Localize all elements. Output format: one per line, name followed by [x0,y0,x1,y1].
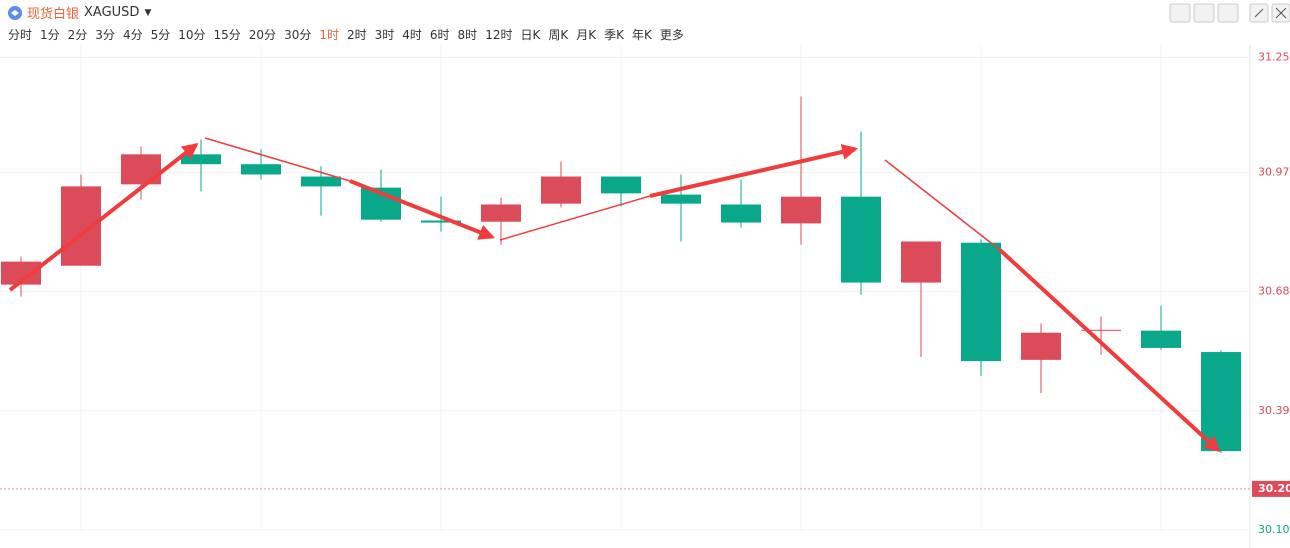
arrow [349,179,495,240]
period-option[interactable]: 更多 [659,28,684,42]
period-option[interactable]: 3分 [95,28,115,42]
candle-body [1,261,41,285]
dropdown-caret: ▼ [144,7,152,18]
candle-body [241,164,281,175]
arrow-line [499,195,651,241]
y-tick-label: 30.68 [1258,285,1290,298]
arrow [649,144,859,198]
period-option[interactable]: 4分 [122,28,143,42]
candle-body [841,196,881,283]
period-option[interactable]: 月K [576,28,597,42]
period-option[interactable]: 2分 [67,28,88,42]
tool-button[interactable] [1169,3,1191,23]
candle-body [181,154,221,165]
period-bar: 分时 1分 2分 3分 4分 5分 10分 15分 20分 30分 1时 2时 3时 4时 6时 8时 12时日… [8,26,684,43]
period-option[interactable]: 季K [604,28,624,42]
y-tick-label: 31.25 [1258,50,1290,63]
last-price-label: 30.20 [1258,482,1290,495]
symbol-name: 现货白银 [27,7,80,22]
candle-body [1021,332,1061,360]
tool-button[interactable] [1217,3,1239,23]
candle-body [721,204,761,223]
candle-body [1081,329,1121,331]
annotations [8,137,1221,453]
candle-body [961,242,1001,362]
candle-body [601,176,641,194]
plot: 31.25 30.97 30.68 30.39 30.10 30.20 [0,45,1290,536]
period-option[interactable]: 20分 [248,28,277,42]
y-tick-label: 30.39 [1258,404,1290,417]
period-option[interactable]: 12时 [485,28,513,42]
candle-body [661,194,701,204]
candle-body [781,196,821,224]
period-option[interactable]: 周K [548,28,569,42]
candle-body [421,220,461,223]
candle-body [481,204,521,222]
candle-body [121,154,161,185]
period-option[interactable]: 1时 [319,28,339,42]
tool-icons [1169,3,1290,23]
candle-body [901,241,941,283]
candle-body [1201,352,1241,452]
period-option[interactable]: 日K [520,28,541,42]
period-option[interactable]: 分时 [8,28,33,42]
expand-icon [1254,8,1264,18]
candle-body [301,176,341,187]
symbol-header: 现货白银 XAGUSD ▼ [8,3,151,22]
period-option[interactable]: 6时 [429,28,450,42]
tool-button[interactable] [1193,3,1215,23]
arrow [998,248,1221,453]
arrow-line [204,137,351,182]
close-icon [1275,7,1287,19]
period-option[interactable]: 1分 [40,28,60,42]
candle-body [541,176,581,204]
y-tick-label: 30.97 [1258,165,1290,178]
period-option[interactable]: 5分 [150,28,171,42]
candle-body [1141,330,1181,348]
period-option[interactable]: 10分 [178,28,206,42]
last-price-box [1252,480,1290,497]
period-option[interactable]: 8时 [457,28,478,42]
period-option[interactable]: 4时 [402,28,422,42]
symbol-icon [8,5,22,20]
y-tick-label: 30.10 [1258,523,1290,536]
period-option[interactable]: 15分 [213,28,241,42]
period-option[interactable]: 3时 [374,28,395,42]
period-option[interactable]: 30分 [284,28,312,42]
arrow-line [884,159,1001,251]
arrow [8,143,199,292]
period-option[interactable]: 年K [631,28,652,42]
symbol-code[interactable]: XAGUSD [84,5,140,20]
period-option[interactable]: 2时 [346,28,367,42]
